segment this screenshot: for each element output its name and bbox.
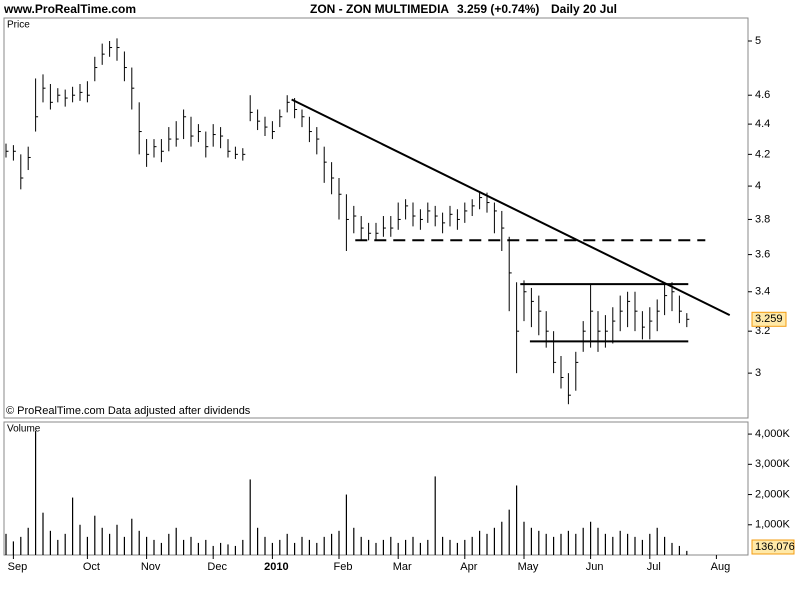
x-tick-label: Jun xyxy=(586,561,604,573)
quote: 3.259 (+0.74%) xyxy=(457,2,539,16)
y-tick-label: 3 xyxy=(755,367,761,379)
y-tick-label: 4 xyxy=(755,180,761,192)
y-tick-label: 4.2 xyxy=(755,148,770,160)
last-value-tag xyxy=(751,539,795,555)
site-name: www.ProRealTime.com xyxy=(3,2,136,16)
date: 20 Jul xyxy=(583,2,617,16)
x-tick-label: May xyxy=(518,561,539,573)
y-tick-label: 4.6 xyxy=(755,89,770,101)
panel-title: Price xyxy=(7,20,30,31)
annotation: © ProRealTime.com Data adjusted after di… xyxy=(6,405,251,417)
last-value-label: 3.259 xyxy=(755,313,783,325)
x-tick-label: Nov xyxy=(141,561,161,573)
x-tick-label: Feb xyxy=(334,561,353,573)
symbol: ZON - ZON MULTIMEDIA xyxy=(310,2,449,16)
panel-title: Volume xyxy=(7,424,41,435)
period: Daily xyxy=(551,2,580,16)
y-tick-label: 3,000K xyxy=(755,458,791,470)
last-value-label: 136,076 xyxy=(755,541,795,553)
y-tick-label: 1,000K xyxy=(755,519,791,531)
x-tick-label: Mar xyxy=(393,561,412,573)
y-tick-label: 4,000K xyxy=(755,428,791,440)
trend-line xyxy=(291,98,731,317)
x-tick-label: Jul xyxy=(647,561,661,573)
x-tick-label: 2010 xyxy=(264,561,288,573)
x-tick-label: Aug xyxy=(711,561,731,573)
price-panel xyxy=(3,17,749,419)
x-tick-label: Sep xyxy=(8,561,28,573)
x-tick-label: Dec xyxy=(207,561,227,573)
y-tick-label: 5 xyxy=(755,35,761,47)
x-tick-label: Apr xyxy=(460,561,477,573)
y-tick-label: 2,000K xyxy=(755,488,791,500)
y-tick-label: 4.4 xyxy=(755,118,770,130)
y-tick-label: 3.6 xyxy=(755,248,770,260)
x-tick-label: Oct xyxy=(83,561,100,573)
y-tick-label: 3.2 xyxy=(755,325,770,337)
y-tick-label: 3.4 xyxy=(755,286,770,298)
last-value-tag xyxy=(751,311,787,327)
y-tick-label: 3.8 xyxy=(755,213,770,225)
